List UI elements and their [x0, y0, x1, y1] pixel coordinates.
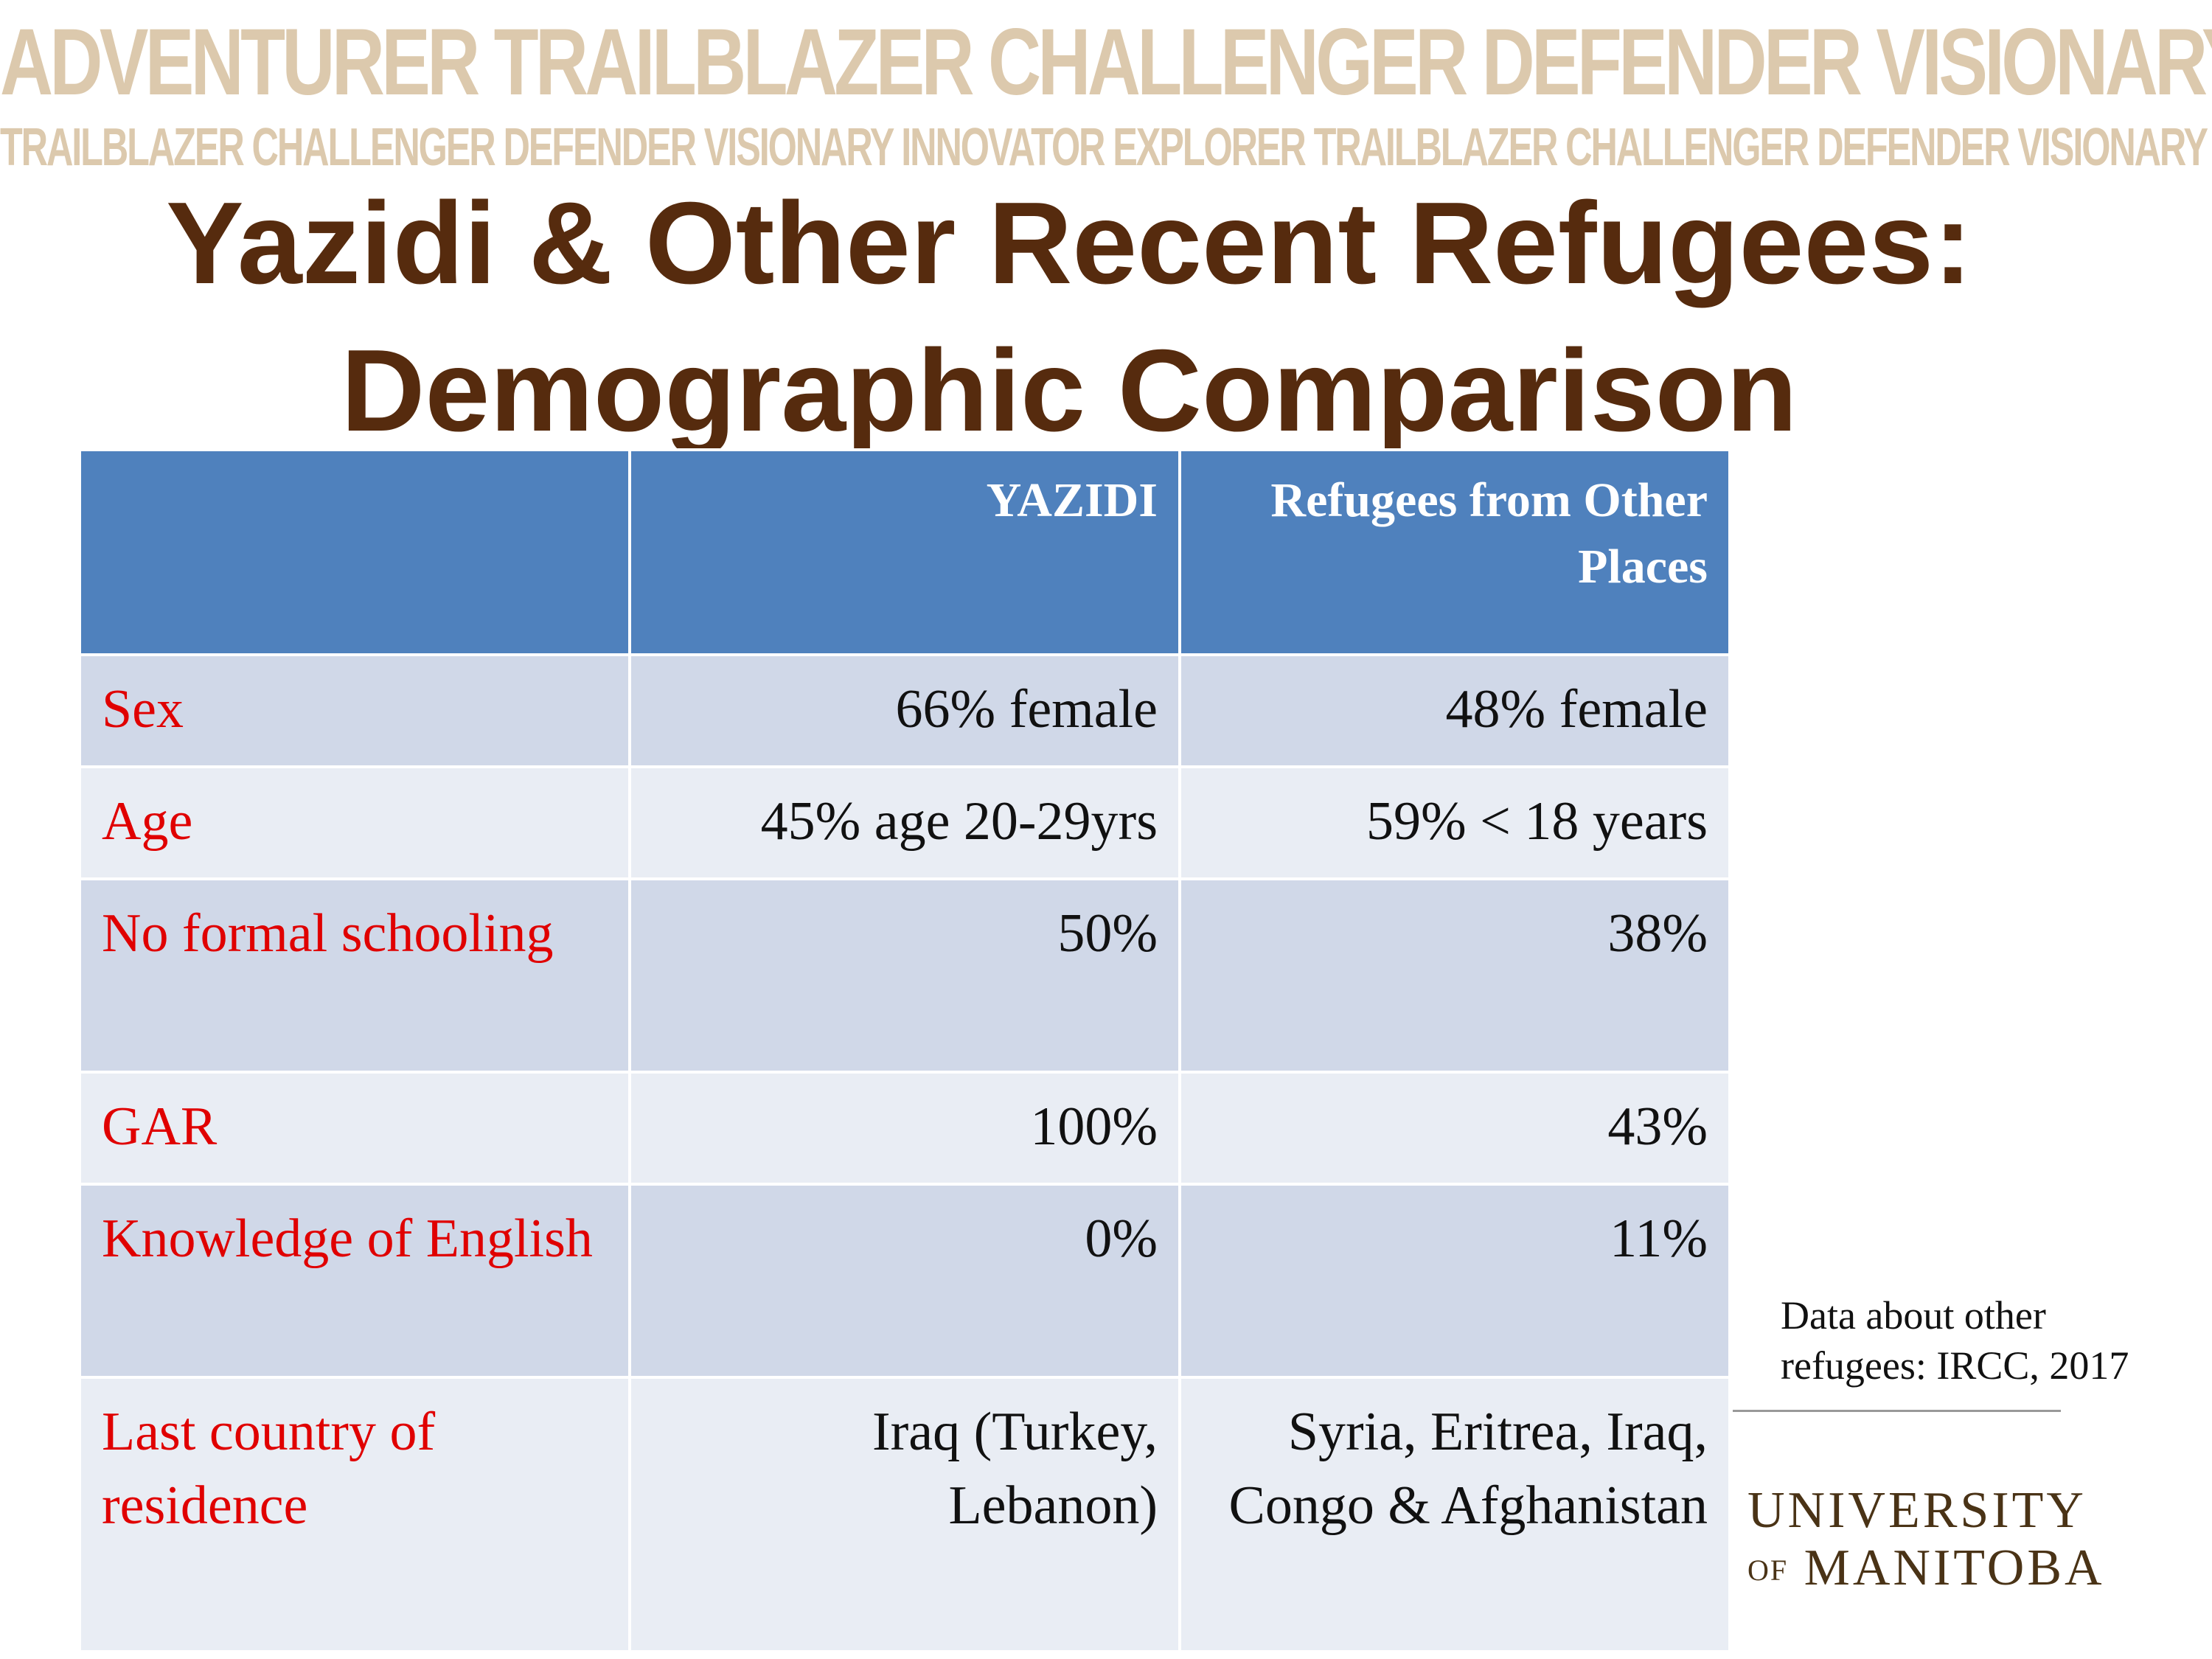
yazidi-value: 45% age 20-29yrs [628, 765, 1181, 880]
table-row: Knowledge of English 0% 11% [78, 1183, 1731, 1379]
other-value: 11% [1178, 1183, 1731, 1379]
row-label: Age [78, 765, 631, 880]
slide-title-line-1: Yazidi & Other Recent Refugees: [166, 178, 1972, 308]
table-row: GAR 100% 43% [78, 1071, 1731, 1186]
yazidi-value: 0% [628, 1183, 1181, 1379]
row-label: GAR [78, 1071, 631, 1186]
university-logo: UNIVERSITY OF MANITOBA [1747, 1482, 2105, 1599]
row-label: Knowledge of English [78, 1183, 631, 1379]
divider [1733, 1410, 2061, 1412]
table-row: Last country of residence Iraq (Turkey, … [78, 1376, 1731, 1653]
banner-top: ADVENTURER TRAILBLAZER CHALLENGER DEFEND… [0, 10, 2212, 115]
other-value: 48% female [1178, 653, 1731, 768]
other-value: Syria, Eritrea, Iraq, Congo & Afghanista… [1178, 1376, 1731, 1653]
header-empty [78, 448, 631, 656]
yazidi-value: 50% [628, 877, 1181, 1074]
banner-bottom: TRAILBLAZER CHALLENGER DEFENDER VISIONAR… [0, 118, 2212, 177]
other-value: 43% [1178, 1071, 1731, 1186]
table-row: Sex 66% female 48% female [78, 653, 1731, 768]
logo-line-manitoba: OF MANITOBA [1747, 1540, 2105, 1599]
yazidi-value: Iraq (Turkey, Lebanon) [628, 1376, 1181, 1653]
yazidi-value: 100% [628, 1071, 1181, 1186]
yazidi-value: 66% female [628, 653, 1181, 768]
header-yazidi: YAZIDI [628, 448, 1181, 656]
comparison-table: YAZIDI Refugees from Other Places Sex 66… [78, 448, 1731, 1653]
row-label: No formal schooling [78, 877, 631, 1074]
table-row: No formal schooling 50% 38% [78, 877, 1731, 1074]
slide-title-line-2: Demographic Comparison [341, 326, 1798, 456]
row-label: Last country of residence [78, 1376, 631, 1653]
logo-of: OF [1747, 1554, 1789, 1587]
row-label: Sex [78, 653, 631, 768]
table-header-row: YAZIDI Refugees from Other Places [78, 448, 1731, 656]
table-row: Age 45% age 20-29yrs 59% < 18 years [78, 765, 1731, 880]
data-source-note: Data about other refugees: IRCC, 2017 [1781, 1293, 2129, 1388]
slide-title: Yazidi & Other Recent Refugees: Demograp… [0, 170, 2138, 465]
header-other-refugees: Refugees from Other Places [1178, 448, 1731, 656]
logo-manitoba: MANITOBA [1804, 1540, 2105, 1596]
logo-line-university: UNIVERSITY [1747, 1482, 2087, 1539]
other-value: 59% < 18 years [1178, 765, 1731, 880]
other-value: 38% [1178, 877, 1731, 1074]
